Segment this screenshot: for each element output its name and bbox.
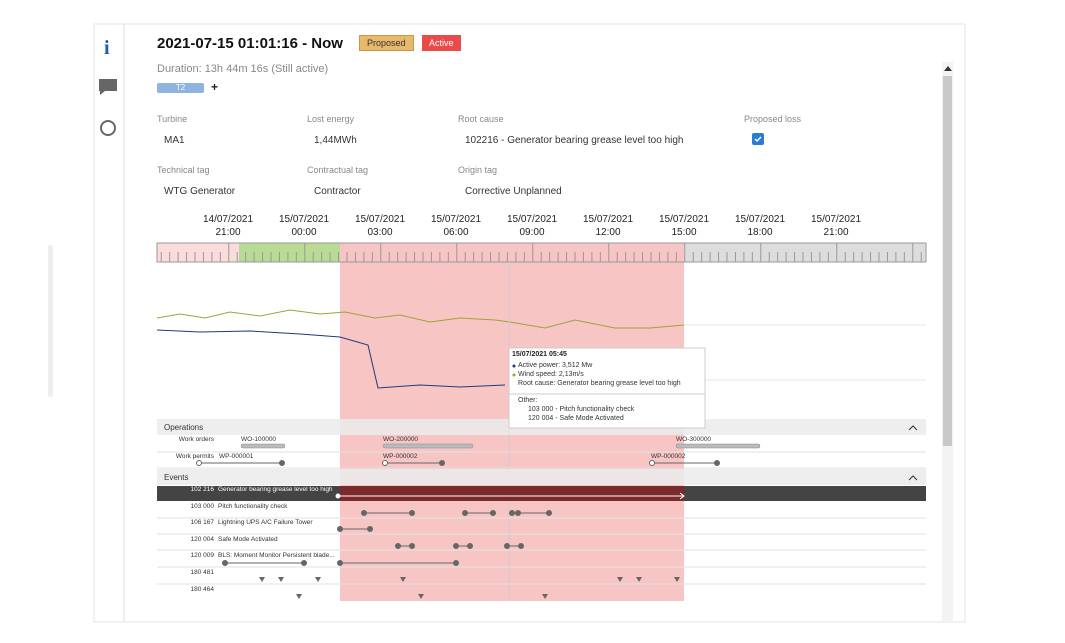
section-title: Operations	[164, 423, 204, 432]
item-label: WO-100000	[241, 436, 277, 443]
axis-date: 15/07/2021	[278, 214, 330, 225]
axis-time: 03:00	[367, 227, 393, 238]
tag[interactable]: T2	[157, 83, 204, 93]
axis-time: 21:00	[215, 227, 241, 238]
event-marks	[222, 510, 680, 599]
tooltip-line: Active power: 3,512 Mw	[518, 362, 593, 369]
field-label: Turbine	[157, 114, 188, 124]
legend-dot	[512, 364, 516, 368]
strip-gray	[684, 243, 926, 262]
check	[754, 136, 762, 143]
history-icon[interactable]	[100, 120, 116, 136]
item-label: WP-000002	[651, 453, 686, 460]
event-name: BLS: Moment Monitor Persistent blade...	[218, 552, 335, 560]
field-value: 102216 - Generator bearing grease level …	[465, 135, 684, 146]
info-icon[interactable]: i	[104, 37, 110, 59]
field-label: Proposed loss	[744, 114, 802, 124]
strip-green	[239, 243, 340, 262]
axis-date: 15/07/2021	[582, 214, 634, 225]
title: 2021-07-15 01:01:16 - Now	[157, 35, 343, 52]
row-lines	[157, 451, 926, 585]
badge: Active	[422, 35, 461, 51]
field-value: 1,44MWh	[314, 135, 357, 146]
event-code: 102 216	[190, 486, 215, 493]
power-line	[156, 329, 506, 389]
tooltip-date: 15/07/2021 05:45	[512, 351, 567, 358]
add-tag[interactable]: +	[211, 80, 219, 94]
axis-date: 14/07/2021	[202, 214, 254, 225]
axis-time: 18:00	[747, 227, 773, 238]
row-name: Work permits	[175, 453, 214, 460]
item-label: WO-200000	[383, 436, 419, 443]
event-code: 106 167	[190, 519, 215, 527]
axis-time: 12:00	[595, 227, 621, 238]
field-value: MA1	[164, 135, 185, 146]
event-code: 180 481	[190, 569, 215, 576]
field-value: Contractor	[314, 186, 361, 197]
event-code: 103 000	[190, 502, 215, 510]
field-value: WTG Generator	[164, 186, 236, 197]
field-label: Technical tag	[157, 165, 210, 175]
tooltip	[508, 347, 706, 429]
event-highlight-range	[340, 486, 684, 501]
duration: Duration: 13h 44m 16s (Still active)	[157, 63, 329, 75]
work-order-bars	[240, 443, 761, 449]
tooltip-line: Root cause: Generator bearing grease lev…	[518, 380, 681, 387]
tooltip-other: 120 004 - Safe Mode Activated	[528, 415, 624, 422]
scroll-thumb[interactable]	[943, 76, 952, 446]
event-dot	[335, 493, 341, 499]
item-label: WP-000002	[383, 453, 418, 460]
row-name: Work orders	[178, 436, 214, 443]
comment-icon[interactable]	[99, 79, 117, 95]
tooltip-other-title: Other:	[518, 397, 538, 404]
badge: Proposed	[359, 35, 414, 51]
events-header	[157, 469, 926, 485]
event-name: Pitch functionality check	[218, 502, 288, 510]
field-value: Corrective Unplanned	[465, 186, 562, 197]
field-label: Lost energy	[307, 114, 355, 124]
item-label: WO-300000	[676, 436, 712, 443]
strip-pink	[157, 243, 239, 262]
event-code: 180 464	[190, 585, 215, 593]
item-label: WP-000001	[219, 453, 254, 460]
event-name: Generator bearing grease level too high	[218, 486, 333, 493]
axis-date: 15/07/2021	[658, 214, 710, 225]
axis-time: 06:00	[443, 227, 469, 238]
axis-date: 15/07/2021	[354, 214, 406, 225]
axis-date: 15/07/2021	[734, 214, 786, 225]
field-label: Contractual tag	[307, 165, 369, 175]
event-name: Lightning UPS A/C Failure Tower	[218, 519, 313, 527]
tooltip-other: 103 000 - Pitch functionality check	[528, 406, 635, 413]
scroll-up[interactable]	[944, 66, 952, 71]
tooltip-line: Wind speed: 2,13m/s	[518, 371, 584, 378]
legend-dot	[512, 373, 516, 377]
axis-time: 15:00	[671, 227, 697, 238]
minor-ticks	[160, 243, 922, 262]
collapse-icons[interactable]	[908, 425, 918, 481]
left-scroll	[48, 245, 53, 397]
field-label: Origin tag	[458, 165, 498, 175]
axis-time: 09:00	[519, 227, 545, 238]
axis-date: 15/07/2021	[430, 214, 482, 225]
wind-line	[156, 309, 685, 329]
axis-time: 21:00	[823, 227, 849, 238]
section-title: Events	[164, 473, 189, 482]
work-permit-marks	[196, 460, 720, 466]
event-code: 120 009	[190, 552, 215, 560]
axis-time: 00:00	[291, 227, 317, 238]
event-name: Safe Mode Activated	[218, 535, 278, 543]
axis-date: 15/07/2021	[810, 214, 862, 225]
axis-date: 15/07/2021	[506, 214, 558, 225]
field-label: Root cause	[458, 114, 504, 124]
event-code: 120 004	[190, 535, 215, 543]
event-arrow	[338, 492, 685, 500]
